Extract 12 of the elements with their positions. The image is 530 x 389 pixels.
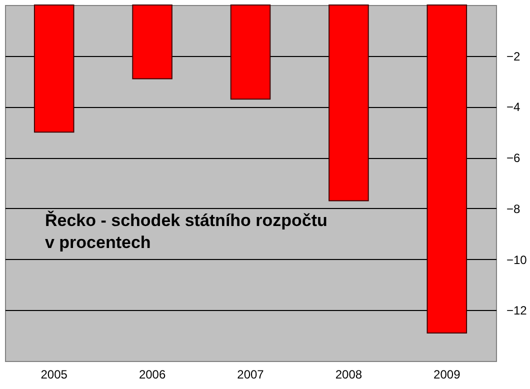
x-tick-label: 2009 <box>434 368 461 382</box>
text: Řecko - schodek státního rozpočtu v procentech <box>45 210 328 252</box>
y-tick-label: −10 <box>506 252 528 267</box>
y-tick-label: −12 <box>506 304 528 318</box>
y-tick-label: −8 <box>506 202 521 216</box>
x-tick-label: 2007 <box>237 368 264 382</box>
y-tick-label: −4 <box>506 100 521 114</box>
x-tick-label: 2005 <box>40 368 68 382</box>
y-tick-label: −2 <box>506 49 521 64</box>
x-tick-label: 2006 <box>138 368 166 382</box>
x-tick-label: 2008 <box>335 368 362 382</box>
y-tick-label: −6 <box>506 151 521 166</box>
